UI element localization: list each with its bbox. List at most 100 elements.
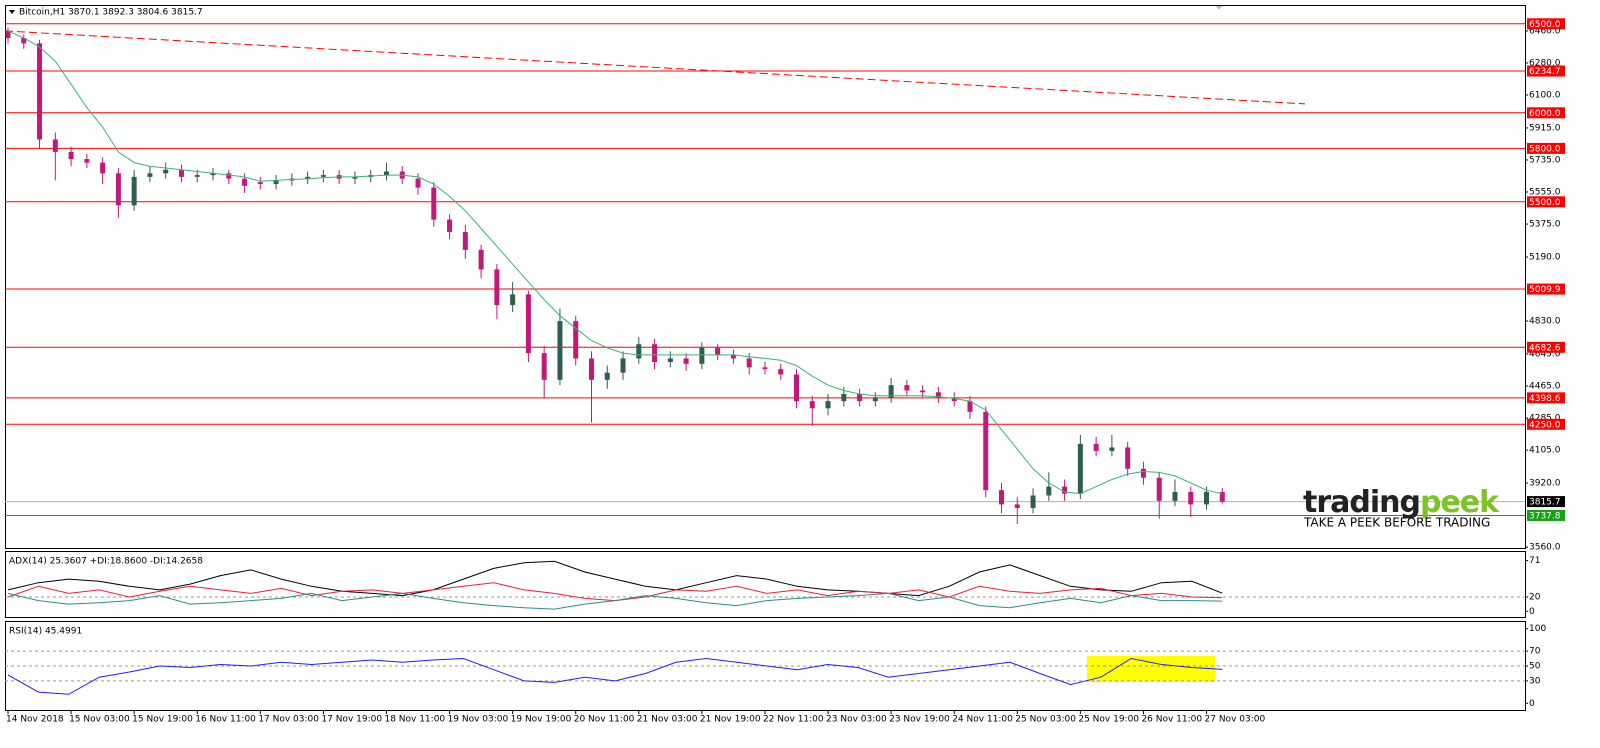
candle-body: [242, 178, 248, 186]
indicator-line: [7, 560, 1223, 597]
level-label-box: [1527, 418, 1565, 430]
candle-body: [935, 392, 941, 398]
y-tick-label: 6460.0: [1529, 26, 1561, 36]
candle-body: [100, 162, 106, 174]
candle-body: [1093, 443, 1099, 451]
candle-body: [37, 43, 43, 140]
level-label: 4398.6: [1529, 394, 1561, 404]
level-label-box: [1527, 392, 1565, 404]
candle-body: [1077, 443, 1083, 494]
x-tick-label: 23 Nov 19:00: [889, 715, 950, 725]
level-label: 6234.7: [1529, 67, 1561, 77]
candle-body: [904, 385, 910, 391]
candle-body: [1125, 447, 1131, 469]
candle-body: [525, 294, 531, 354]
level-label-box: [1527, 196, 1565, 208]
y-tick-label: 4645.0: [1529, 349, 1561, 359]
x-tick-label: 24 Nov 11:00: [952, 715, 1013, 725]
x-tick-label: 14 Nov 2018: [6, 715, 64, 725]
highlight-box: [1087, 656, 1215, 682]
level-label: 6000.0: [1529, 109, 1561, 119]
watermark-brand: tradingpeek: [1303, 485, 1500, 520]
candle-body: [352, 176, 358, 179]
x-tick-label: 26 Nov 11:00: [1141, 715, 1202, 725]
x-tick-label: 25 Nov 03:00: [1015, 715, 1076, 725]
x-tick-label: 19 Nov 19:00: [511, 715, 572, 725]
y-tick-label: 100: [1529, 624, 1546, 634]
y-tick-label: 4465.0: [1529, 382, 1561, 392]
indicator-line: [7, 657, 1223, 695]
candle-body: [1030, 495, 1036, 508]
level-label: 3737.8: [1529, 511, 1561, 521]
x-tick-label: 15 Nov 03:00: [69, 715, 130, 725]
candle-body: [699, 347, 705, 364]
candle-body: [999, 490, 1005, 505]
y-tick-label: 5375.0: [1529, 220, 1561, 230]
candle-body: [857, 394, 863, 402]
x-tick-label: 17 Nov 19:00: [321, 715, 382, 725]
candle-body: [52, 139, 58, 152]
candle-body: [1172, 491, 1178, 501]
level-label-box: [1527, 496, 1565, 508]
candle-body: [841, 394, 847, 402]
candle-body: [778, 369, 784, 375]
candle-body: [652, 344, 658, 362]
y-tick-label: 4285.0: [1529, 414, 1561, 424]
candle-body: [68, 151, 74, 160]
candle-body: [636, 344, 642, 359]
main-panel: [5, 5, 1526, 549]
level-label-box: [1527, 341, 1565, 353]
x-tick-label: 18 Nov 11:00: [384, 715, 445, 725]
candle-body: [320, 175, 326, 177]
candle-body: [604, 372, 610, 380]
candle-body: [667, 358, 673, 362]
level-label-box: [1527, 283, 1565, 295]
x-tick-label: 16 Nov 11:00: [195, 715, 256, 725]
level-label: 6500.0: [1529, 20, 1561, 30]
y-tick-label: 71: [1529, 556, 1540, 566]
candle-body: [5, 30, 11, 39]
level-label-box: [1527, 142, 1565, 154]
candle-body: [163, 169, 169, 174]
adx-panel: [5, 551, 1526, 618]
candle-body: [809, 401, 815, 409]
level-label: 5009.9: [1529, 285, 1561, 295]
candle-body: [557, 321, 563, 380]
x-tick-label: 19 Nov 03:00: [448, 715, 509, 725]
x-tick-label: 22 Nov 11:00: [763, 715, 824, 725]
rsi-title: RSI(14) 45.4991: [9, 627, 82, 637]
moving-average: [7, 30, 1223, 495]
y-tick-label: 6280.0: [1529, 58, 1561, 68]
y-tick-label: 3920.0: [1529, 479, 1561, 489]
candle-body: [541, 353, 547, 380]
level-label: 4682.6: [1529, 343, 1561, 353]
candle-body: [1156, 477, 1162, 501]
level-label: 5500.0: [1529, 198, 1561, 208]
brand-part: peek: [1420, 485, 1500, 520]
x-tick-label: 21 Nov 03:00: [637, 715, 698, 725]
candle-body: [1046, 486, 1052, 496]
level-label-box: [1527, 65, 1565, 77]
menu-arrow[interactable]: [9, 10, 15, 14]
candle-body: [257, 182, 263, 184]
candle-body: [1219, 491, 1225, 502]
candle-body: [920, 390, 926, 393]
y-tick-label: 30: [1529, 676, 1541, 686]
candle-body: [478, 249, 484, 270]
y-tick-label: 50: [1529, 662, 1541, 672]
y-tick-label: 5190.0: [1529, 252, 1561, 262]
candle-body: [194, 175, 200, 177]
level-label: 4250.0: [1529, 420, 1561, 430]
chart-title: Bitcoin,H1 3870.1 3892.3 3804.6 3815.7: [19, 8, 203, 18]
candle-body: [131, 176, 137, 206]
candle-body: [1140, 468, 1146, 478]
candle-body: [1188, 491, 1194, 505]
level-label-box: [1527, 509, 1565, 521]
candle-body: [825, 401, 831, 409]
level-label-box: [1527, 107, 1565, 119]
candle-body: [147, 173, 153, 177]
y-tick-label: 20: [1529, 593, 1541, 603]
x-tick-label: 20 Nov 11:00: [574, 715, 635, 725]
